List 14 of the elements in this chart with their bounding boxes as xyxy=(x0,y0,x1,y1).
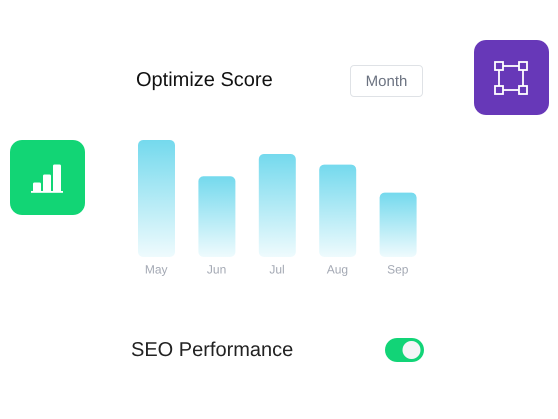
x-tick-label: May xyxy=(144,262,168,277)
x-tick-label: Jun xyxy=(206,262,226,277)
chart-title: Optimize Score xyxy=(136,69,273,92)
bar xyxy=(380,192,417,257)
text: SEO Performance xyxy=(131,339,294,362)
bar xyxy=(258,154,296,257)
period-button[interactable]: Month xyxy=(350,65,423,97)
x-tick-label: Jul xyxy=(269,262,285,277)
x-tick-label: Sep xyxy=(387,262,409,277)
bar xyxy=(198,176,236,257)
x-tick-label: Aug xyxy=(326,262,348,277)
toggle-switch[interactable] xyxy=(385,338,424,362)
bar xyxy=(319,164,356,257)
bar xyxy=(138,140,175,257)
